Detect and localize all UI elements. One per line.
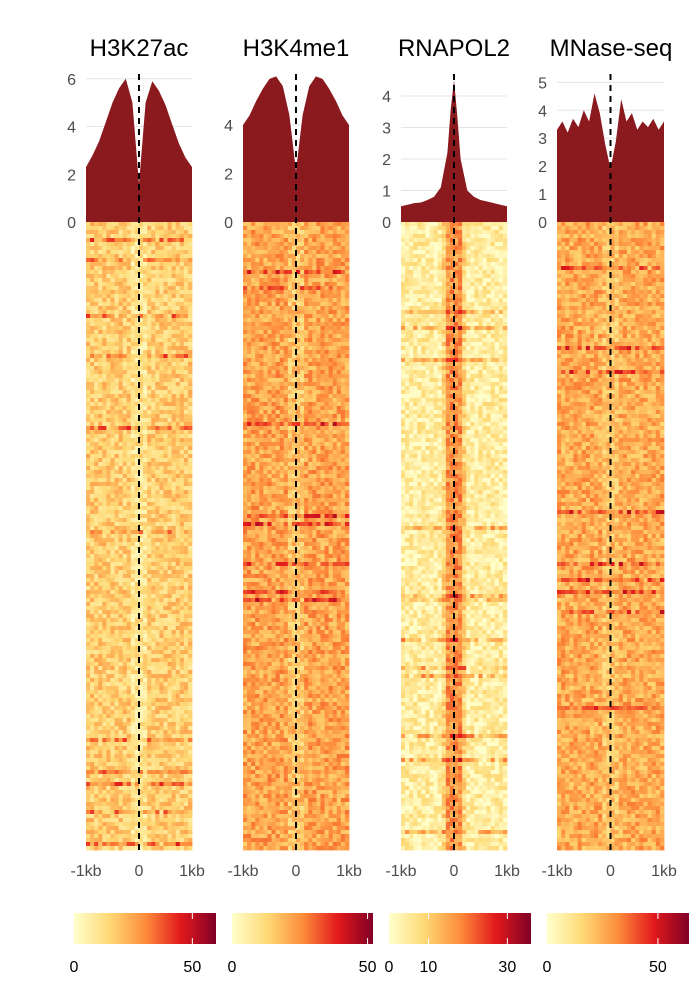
- panel-mnase-seq: MNase-seq 0 1 2 3 4 5 -1kb 0 1kb 0 50: [538, 35, 689, 976]
- colorbar-tick-label: 30: [498, 959, 516, 976]
- y-tick-label: 0: [538, 215, 547, 232]
- heatmap: [243, 222, 350, 851]
- y-tick-label: 0: [224, 215, 233, 232]
- x-tick-label: 0: [135, 863, 144, 880]
- x-tick-label: 0: [606, 863, 615, 880]
- panel-title: H3K4me1: [243, 35, 350, 62]
- panel-title: H3K27ac: [90, 35, 189, 62]
- colorbar: 0 50: [543, 913, 689, 976]
- colorbar-gradient: [232, 913, 373, 944]
- x-tick-label: 0: [292, 863, 301, 880]
- y-tick-label: 2: [224, 166, 233, 183]
- heatmap: [557, 222, 665, 851]
- y-tick-label: 4: [67, 120, 76, 137]
- y-tick-label: 2: [538, 159, 547, 176]
- colorbar: 0 50: [70, 913, 216, 976]
- y-tick-label: 5: [538, 75, 547, 92]
- colorbar-tick-label: 0: [543, 959, 552, 976]
- panel-title: MNase-seq: [550, 35, 673, 62]
- y-tick-label: 1: [538, 187, 547, 204]
- y-tick-label: 6: [67, 72, 76, 89]
- colorbar-gradient: [547, 913, 689, 944]
- panel-h3k27ac: H3K27ac 0 2 4 6 -1kb 0 1kb 0 50: [67, 35, 216, 976]
- y-tick-label: 4: [382, 89, 391, 106]
- colorbar-tick-label: 0: [228, 959, 237, 976]
- y-tick-label: 2: [382, 152, 391, 169]
- y-tick-label: 4: [224, 118, 233, 135]
- y-tick-label: 2: [67, 167, 76, 184]
- colorbar-gradient: [389, 913, 531, 944]
- profile-area: [243, 76, 349, 223]
- panel-title: RNAPOL2: [398, 35, 510, 62]
- profile-area: [557, 93, 664, 222]
- profile-area: [86, 78, 192, 222]
- colorbar-tick-label: 0: [70, 959, 79, 976]
- x-tick-label: -1kb: [541, 863, 572, 880]
- x-tick-label: -1kb: [385, 863, 416, 880]
- y-tick-label: 0: [67, 215, 76, 232]
- colorbar-tick-label: 10: [420, 959, 438, 976]
- y-tick-label: 3: [382, 121, 391, 138]
- colorbar-tick-label: 50: [183, 959, 201, 976]
- y-tick-label: 3: [538, 131, 547, 148]
- colorbar-gradient: [74, 913, 216, 944]
- x-tick-label: 1kb: [494, 863, 520, 880]
- panel-rnapol2: RNAPOL2 0 1 2 3 4 -1kb 0 1kb 0 10 30: [382, 35, 531, 976]
- colorbar: 0 10 30: [385, 913, 531, 976]
- heatmap: [86, 222, 193, 851]
- y-tick-label: 4: [538, 103, 547, 120]
- colorbar-tick-label: 0: [385, 959, 394, 976]
- y-tick-label: 0: [382, 215, 391, 232]
- x-tick-label: 1kb: [179, 863, 205, 880]
- panel-h3k4me1: H3K4me1 0 2 4 -1kb 0 1kb 0 50: [224, 35, 376, 976]
- x-tick-label: 0: [450, 863, 459, 880]
- heatmap: [401, 222, 508, 851]
- x-tick-label: -1kb: [227, 863, 258, 880]
- x-tick-label: 1kb: [651, 863, 677, 880]
- colorbar-tick-label: 50: [649, 959, 667, 976]
- colorbar: 0 50: [228, 913, 377, 976]
- x-tick-label: -1kb: [70, 863, 101, 880]
- y-tick-label: 1: [382, 184, 391, 201]
- x-tick-label: 1kb: [336, 863, 362, 880]
- colorbar-tick-label: 50: [359, 959, 377, 976]
